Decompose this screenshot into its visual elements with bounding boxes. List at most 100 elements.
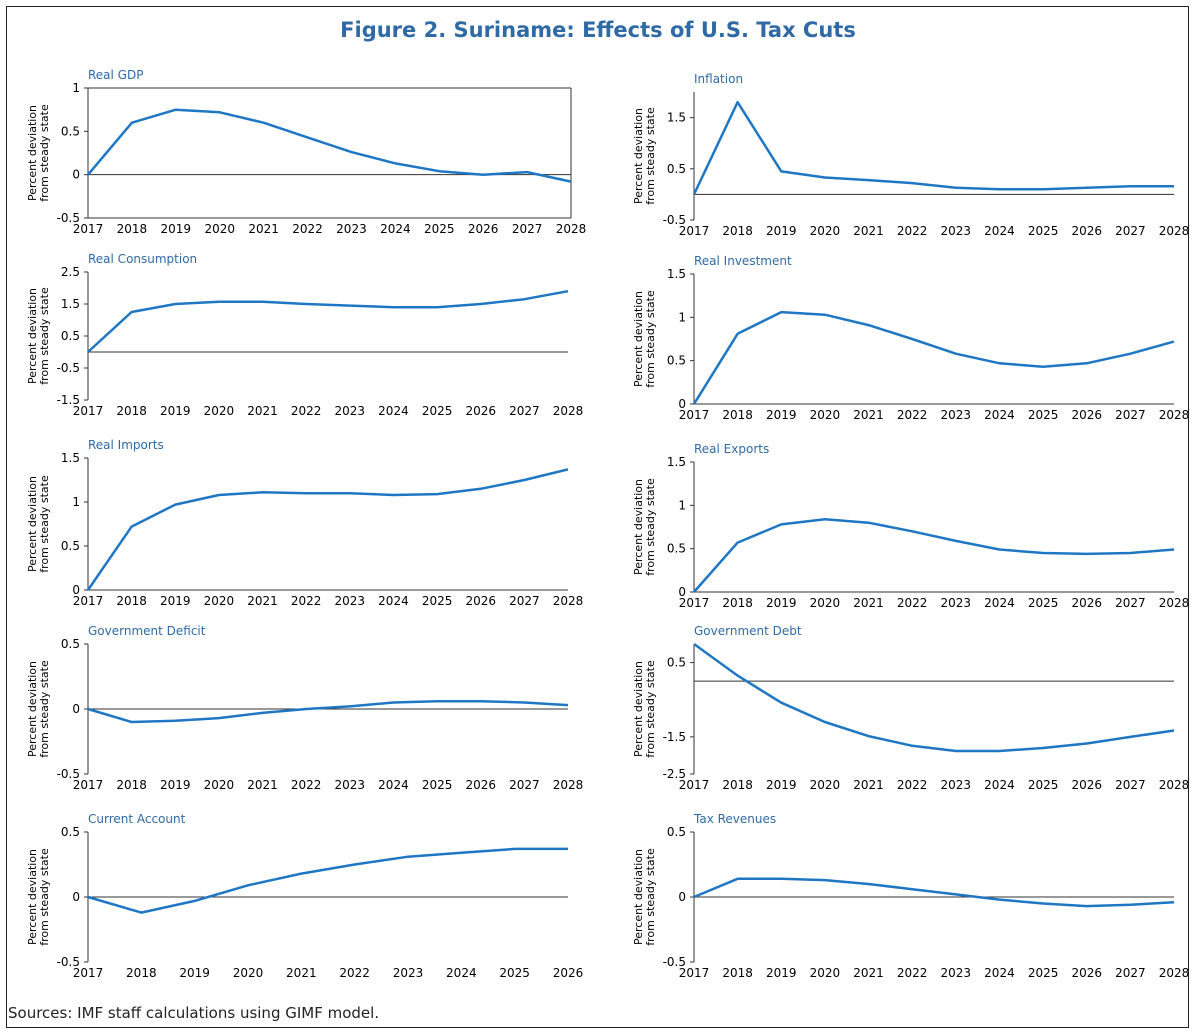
- x-tick-label: 2027: [509, 778, 540, 792]
- y-axis-label: from steady state: [644, 478, 657, 576]
- x-tick-label: 2028: [556, 222, 587, 236]
- x-tick-label: 2022: [897, 408, 928, 422]
- x-tick-label: 2021: [853, 224, 884, 238]
- x-tick-label: 2021: [247, 778, 278, 792]
- y-tick-label: 1.5: [667, 267, 686, 281]
- x-tick-label: 2026: [465, 404, 496, 418]
- x-tick-label: 2017: [73, 404, 104, 418]
- x-tick-label: 2025: [499, 966, 530, 980]
- y-tick-label: -0.5: [57, 767, 80, 781]
- x-tick-label: 2023: [336, 222, 367, 236]
- x-tick-label: 2026: [1071, 778, 1102, 792]
- x-tick-label: 2018: [126, 966, 157, 980]
- x-tick-label: 2024: [984, 966, 1015, 980]
- chart-title: Government Debt: [694, 624, 802, 638]
- x-tick-label: 2017: [73, 594, 104, 608]
- x-tick-label: 2025: [424, 222, 455, 236]
- x-tick-label: 2022: [897, 778, 928, 792]
- y-axis-label: from steady state: [644, 848, 657, 946]
- chart-title: Inflation: [694, 72, 743, 86]
- x-tick-label: 2018: [117, 222, 148, 236]
- chart-title: Tax Revenues: [693, 812, 776, 826]
- x-tick-label: 2028: [553, 778, 584, 792]
- y-tick-label: 0.5: [667, 656, 686, 670]
- x-tick-label: 2026: [468, 222, 499, 236]
- x-tick-label: 2023: [941, 224, 972, 238]
- y-axis-label: from steady state: [38, 287, 51, 385]
- y-tick-label: 0: [72, 583, 80, 597]
- x-tick-label: 2024: [378, 404, 409, 418]
- x-tick-label: 2020: [810, 778, 841, 792]
- x-tick-label: 2020: [204, 404, 235, 418]
- y-axis-label: from steady state: [38, 848, 51, 946]
- y-axis-label: from steady state: [38, 104, 51, 202]
- x-tick-label: 2025: [1028, 778, 1059, 792]
- x-tick-label: 2019: [766, 408, 797, 422]
- y-tick-label: -0.5: [57, 211, 80, 225]
- x-tick-label: 2028: [553, 594, 584, 608]
- x-tick-label: 2021: [853, 408, 884, 422]
- x-tick-label: 2025: [1028, 596, 1059, 610]
- x-tick-label: 2020: [204, 778, 235, 792]
- x-tick-label: 2026: [1071, 408, 1102, 422]
- y-tick-label: 0: [72, 890, 80, 904]
- y-tick-label: 0: [72, 168, 80, 182]
- x-tick-label: 2024: [984, 224, 1015, 238]
- y-axis-label: Percent deviation: [26, 288, 39, 384]
- x-tick-label: 2019: [179, 966, 210, 980]
- x-tick-label: 2027: [509, 594, 540, 608]
- chart-panel-3: Real Consumption Percent deviation from st…: [26, 252, 583, 418]
- series-line: [693, 877, 1175, 908]
- x-tick-label: 2018: [116, 404, 147, 418]
- x-tick-label: 2027: [1115, 778, 1146, 792]
- series-line: [87, 108, 572, 183]
- x-tick-label: 2025: [422, 778, 453, 792]
- x-tick-label: 2025: [422, 404, 453, 418]
- y-axis-label: Percent deviation: [632, 849, 645, 945]
- x-tick-label: 2023: [335, 594, 366, 608]
- x-tick-label: 2022: [897, 966, 928, 980]
- x-tick-label: 2022: [291, 594, 322, 608]
- y-axis-label: Percent deviation: [632, 291, 645, 387]
- y-tick-label: -0.5: [57, 361, 80, 375]
- x-tick-label: 2018: [722, 408, 753, 422]
- y-tick-label: 1: [678, 310, 686, 324]
- x-tick-label: 2017: [73, 966, 104, 980]
- series-line: [86, 468, 569, 591]
- y-tick-label: 1.5: [61, 451, 80, 465]
- chart-title: Government Deficit: [88, 624, 206, 638]
- x-tick-label: 2017: [679, 224, 710, 238]
- x-tick-label: 2021: [853, 966, 884, 980]
- x-tick-label: 2018: [722, 224, 753, 238]
- x-tick-label: 2026: [465, 594, 496, 608]
- y-axis-label: Percent deviation: [632, 479, 645, 575]
- x-tick-label: 2018: [722, 596, 753, 610]
- x-tick-label: 2021: [286, 966, 317, 980]
- chart-title: Real Investment: [694, 254, 792, 268]
- y-tick-label: 0.5: [667, 162, 686, 176]
- x-tick-label: 2018: [722, 966, 753, 980]
- x-tick-label: 2027: [1115, 596, 1146, 610]
- y-axis-label: Percent deviation: [26, 661, 39, 757]
- series-line: [693, 517, 1175, 593]
- x-tick-label: 2024: [984, 408, 1015, 422]
- x-tick-label: 2027: [512, 222, 543, 236]
- chart-panel-10: Tax Revenues Percent deviation from steady…: [632, 812, 1189, 980]
- y-tick-label: -2.5: [663, 767, 686, 781]
- x-tick-label: 2026: [1071, 596, 1102, 610]
- x-tick-label: 2019: [160, 778, 191, 792]
- y-tick-label: 0.5: [61, 539, 80, 553]
- x-tick-label: 2027: [509, 404, 540, 418]
- x-tick-label: 2021: [248, 222, 279, 236]
- chart-title: Real Exports: [694, 442, 769, 456]
- x-tick-label: 2019: [160, 594, 191, 608]
- x-tick-label: 2025: [1028, 408, 1059, 422]
- x-tick-label: 2021: [247, 404, 278, 418]
- y-tick-label: 1.5: [61, 297, 80, 311]
- x-tick-label: 2023: [941, 778, 972, 792]
- series-line: [693, 642, 1175, 753]
- series-line: [87, 847, 568, 914]
- x-tick-label: 2021: [853, 596, 884, 610]
- figure-frame: [6, 6, 1189, 1028]
